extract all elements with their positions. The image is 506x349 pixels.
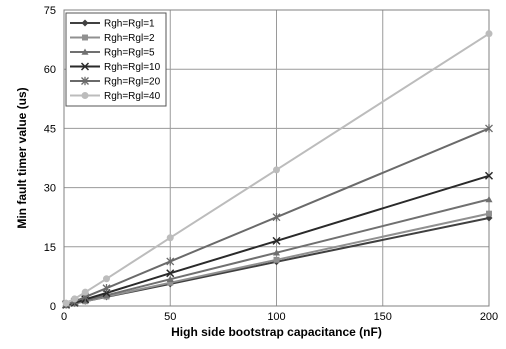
legend-item: Rgh=Rgl=40 [70,91,161,102]
legend-box [65,12,167,107]
legend-label: Rgh=Rgl=1 [104,19,155,30]
legend-item: Rgh=Rgl=1 [70,19,155,30]
series-4 [62,171,494,309]
data-point-marker [166,269,175,278]
y-tick-label: 45 [44,123,56,135]
data-point-marker [272,213,281,222]
data-point-marker [81,92,89,99]
marker-stroke [166,269,175,278]
legend-label: Rgh=Rgl=40 [104,91,161,102]
x-axis-title: High side bootstrap capacitance (nF) [171,325,382,339]
x-tick-label: 50 [164,311,176,323]
x-tick-label: 0 [61,311,67,323]
legend: Rgh=Rgl=1 Rgh=Rgl=2 Rgh=Rgl=5 Rgh=Rgl=10 Rgh… [65,12,167,107]
data-point-marker [103,291,110,299]
data-point-marker [273,166,280,174]
data-point-marker [81,288,89,296]
legend-label: Rgh=Rgl=10 [104,62,161,73]
legend-item: Rgh=Rgl=10 [70,62,161,73]
data-point-marker [80,62,90,71]
data-point-marker [71,295,79,303]
data-point-marker [81,48,89,55]
data-point-marker [166,234,174,242]
data-point-marker [273,249,280,256]
tick-labels: 0 15 30 45 60 75 0 50 100 150 200 [44,5,498,323]
legend-label: Rgh=Rgl=5 [104,48,155,59]
legend-label: Rgh=Rgl=20 [104,77,161,88]
y-tick-label: 75 [44,5,56,17]
marker-stroke [484,171,494,180]
marker-stroke [80,62,90,71]
y-tick-label: 15 [44,242,56,254]
data-point-marker [102,284,111,293]
data-point-marker [62,299,70,307]
series-5 [62,124,493,309]
series-3 [62,195,493,308]
data-point-marker [486,210,492,217]
marker-stroke [272,236,281,245]
data-point-marker [166,275,174,282]
data-point-marker [273,256,280,263]
data-point-marker [103,275,110,283]
legend-item: Rgh=Rgl=20 [70,77,161,88]
legend-label: Rgh=Rgl=2 [104,33,155,44]
y-axis-title: Min fault timer value (us) [15,87,29,228]
data-point-marker [484,171,494,180]
data-point-marker [272,236,281,245]
series-layer [62,30,494,309]
plot-area [63,9,490,307]
legend-item: Rgh=Rgl=5 [70,48,155,59]
series-6 [62,30,493,307]
data-point-marker [485,124,493,133]
x-tick-label: 150 [374,311,392,323]
data-point-marker [81,19,89,27]
data-point-marker [485,195,493,203]
legend-item: Rgh=Rgl=2 [70,33,155,44]
y-tick-label: 30 [44,183,56,195]
data-point-marker [167,279,174,286]
data-point-marker [82,34,88,41]
data-point-marker [485,30,493,38]
data-point-marker [81,76,89,86]
x-tick-label: 100 [267,311,285,323]
y-tick-label: 0 [50,301,56,313]
y-tick-label: 60 [44,64,56,76]
x-tick-label: 200 [480,311,498,323]
data-point-marker [166,257,175,266]
